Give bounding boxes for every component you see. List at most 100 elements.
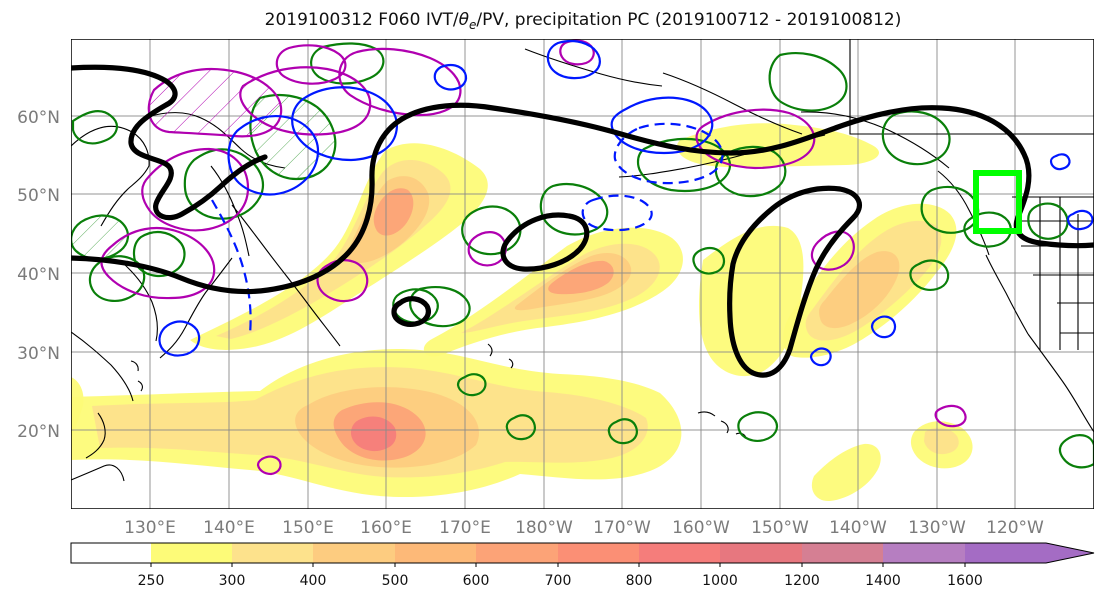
pv-negative-11 <box>1049 153 1071 171</box>
canada-coast <box>937 170 990 256</box>
green-contour-12 <box>768 51 848 112</box>
longitude-label-140e: 140°E <box>203 518 255 538</box>
latitude-label-60n: 60°N <box>17 108 60 128</box>
colorbar-label-1000: 1000 <box>702 573 738 589</box>
pv-negative-2 <box>291 86 398 162</box>
ivt-shade-right-diagonal <box>698 225 804 377</box>
ivt-shade-right-diagonal-4 <box>819 251 900 329</box>
colorbar-bin-4 <box>395 543 476 563</box>
pv-positive-2 <box>239 66 372 136</box>
colorbar-label-800: 800 <box>626 573 653 589</box>
green-contour-20 <box>737 411 779 442</box>
colorbar-bin-6 <box>558 543 639 563</box>
green-contour-8 <box>461 205 522 256</box>
pv-positive-4 <box>338 47 462 117</box>
theta-e-loop-center <box>500 212 590 272</box>
colorbar-label-300: 300 <box>219 573 246 589</box>
green-hatch-2 <box>71 215 128 259</box>
pv-positive-5 <box>100 226 216 300</box>
longitude-label-170e: 170°E <box>439 518 491 538</box>
colorbar-bin-0 <box>71 543 151 563</box>
theta-e-east-loop <box>727 185 863 378</box>
pv-negative-7 <box>613 122 724 185</box>
green-contour-10 <box>636 137 731 193</box>
green-contour-1 <box>71 110 118 145</box>
longitude-label-130w: 130°W <box>908 518 966 538</box>
pv-negative-8 <box>211 199 252 335</box>
longitude-label-170w: 170°W <box>593 518 651 538</box>
latitude-labels: 60°N 50°N 40°N 30°N 20°N <box>17 108 60 442</box>
ivt-shade-east-subtropics-2 <box>924 427 959 455</box>
ivt-shade-southeast <box>811 443 881 502</box>
green-contour-24 <box>505 414 536 441</box>
longitude-label-180w: 180°W <box>515 518 573 538</box>
green-contour-19 <box>692 246 726 275</box>
theta-e-main <box>71 102 1094 295</box>
green-contour-18 <box>409 286 471 328</box>
taiwan-coast <box>85 412 106 459</box>
pv-negative-10 <box>870 315 897 339</box>
colorbar-label-700: 700 <box>545 573 572 589</box>
alaska-coast-3 <box>800 111 950 169</box>
colorbar-bin-3 <box>313 543 395 563</box>
ivt-shade-center-diagonal-4 <box>548 260 614 295</box>
focus-box <box>973 170 1022 234</box>
longitude-labels: 130°E 140°E 150°E 160°E 170°E 180°W 170°… <box>124 518 1044 538</box>
latitude-label-40n: 40°N <box>17 265 60 285</box>
asia-coast-japan <box>159 257 233 359</box>
green-contour-16 <box>1058 434 1094 469</box>
pv-positive-6 <box>141 147 250 232</box>
longitude-label-150e: 150°E <box>282 518 334 538</box>
ivt-shade-left-diagonal-4 <box>373 188 414 236</box>
pv-negative-6 <box>581 194 653 232</box>
green-contour-13 <box>881 110 951 166</box>
korea-coast <box>123 263 158 342</box>
colorbar-bin-8 <box>720 543 802 563</box>
colorbar: 250 300 400 500 600 700 800 1000 1200 14… <box>70 542 1095 589</box>
longitude-label-140w: 140°W <box>829 518 887 538</box>
pv-negative-1 <box>227 114 320 196</box>
alaska-coast-1 <box>524 48 663 87</box>
theta-e-north <box>71 64 268 221</box>
longitude-label-160e: 160°E <box>360 518 412 538</box>
green-contour-9 <box>539 182 609 236</box>
map-plot-area <box>71 39 1094 509</box>
latitude-label-30n: 30°N <box>17 344 60 364</box>
us-west-coast <box>985 254 1029 335</box>
alaska-coast-2 <box>662 72 803 135</box>
ivt-shade-westedge <box>71 377 84 440</box>
colorbar-outline <box>70 542 1095 564</box>
mexico-coast <box>1027 333 1094 433</box>
green-contour-7 <box>132 230 186 278</box>
green-contour-21 <box>909 259 950 291</box>
pv-positive-11 <box>934 404 967 428</box>
longitude-label-120w: 120°W <box>986 518 1044 538</box>
china-coast <box>71 331 134 402</box>
ivt-shade-large-bottom-5 <box>350 416 397 452</box>
colorbar-bin-2 <box>232 543 313 563</box>
colorbar-label-1400: 1400 <box>865 573 901 589</box>
pv-negative-9 <box>158 320 201 357</box>
green-contour-2 <box>183 148 265 220</box>
pv-negative-12 <box>1066 209 1094 231</box>
pv-positive-3 <box>275 44 347 85</box>
colorbar-bin-1 <box>151 543 232 563</box>
pv-positive-8 <box>467 231 507 267</box>
longitude-label-160w: 160°W <box>672 518 730 538</box>
pv-positive-13 <box>559 39 595 66</box>
small-islands-1 <box>130 360 143 392</box>
colorbar-label-250: 250 <box>138 573 165 589</box>
kuril-islands <box>231 204 341 347</box>
pv-positive-12 <box>256 455 282 476</box>
pv-positive-9 <box>695 108 816 170</box>
colorbar-bin-9 <box>802 543 883 563</box>
colorbar-label-400: 400 <box>300 573 327 589</box>
latitude-label-50n: 50°N <box>17 186 60 206</box>
asia-coast-north <box>71 125 150 227</box>
latitude-label-20n: 20°N <box>17 422 60 442</box>
green-contour-15 <box>1027 202 1069 240</box>
pv-positive-1 <box>147 67 283 138</box>
small-islands-2 <box>487 343 514 369</box>
green-contour-25 <box>607 418 638 445</box>
